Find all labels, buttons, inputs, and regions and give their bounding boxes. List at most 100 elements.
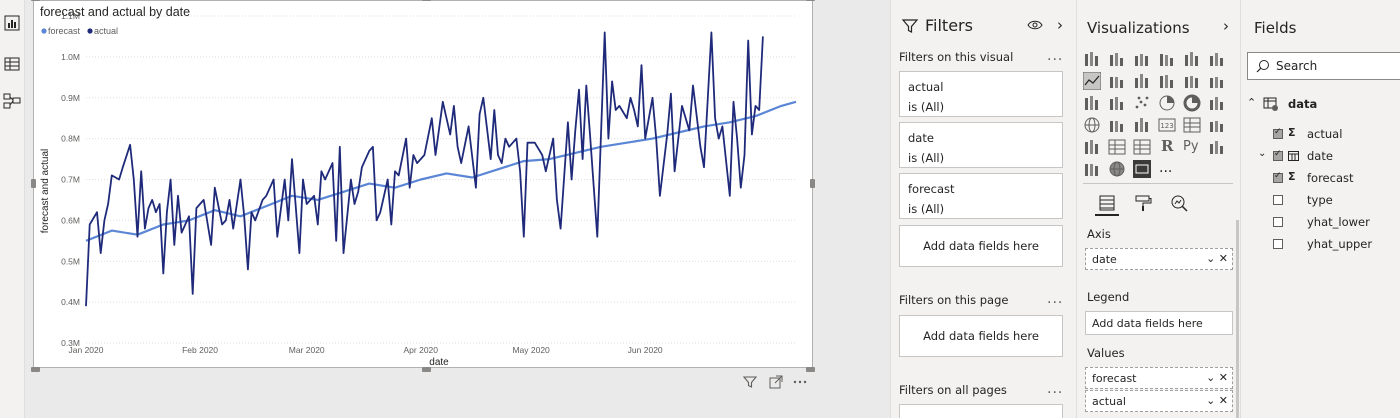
python-visual-icon[interactable]: Py (1183, 139, 1199, 154)
matrix-icon[interactable] (1133, 138, 1151, 156)
values-well-field[interactable]: forecast ⌄ ✕ (1085, 367, 1233, 389)
field-checkbox[interactable] (1273, 239, 1283, 249)
resize-handle[interactable] (422, 0, 431, 1)
focus-mode-icon[interactable] (768, 374, 784, 390)
waterfall-icon[interactable] (1083, 94, 1101, 112)
field-checkbox[interactable] (1273, 171, 1283, 183)
more-options-icon[interactable]: ... (1047, 291, 1064, 307)
sigma-icon: Σ (1288, 126, 1296, 139)
analytics-magnifier-icon[interactable] (1169, 193, 1189, 213)
filters-on-visual-label: Filters on this visual (899, 50, 1014, 64)
filters-on-page-label: Filters on this page (899, 293, 1009, 307)
scatter-icon[interactable] (1133, 94, 1151, 112)
series-line-actual[interactable] (85, 31, 764, 307)
field-item-date[interactable]: ⌄ date (1241, 148, 1400, 166)
field-checkbox[interactable] (1273, 149, 1283, 161)
add-page-filter-dropzone[interactable]: Add data fields here (899, 315, 1063, 357)
more-options-icon[interactable]: ... (1047, 48, 1064, 64)
expand-chevron-icon[interactable]: ⌄ (1258, 148, 1267, 159)
filter-card-actual[interactable]: actual is (All) (899, 71, 1063, 117)
more-options-icon[interactable]: ... (1047, 381, 1064, 397)
donut-icon[interactable] (1183, 94, 1201, 112)
values-field-name: forecast (1092, 372, 1137, 385)
gauge-icon[interactable] (1133, 116, 1151, 134)
custom-visual-icon[interactable] (1133, 160, 1151, 178)
table-visual-icon[interactable] (1108, 138, 1126, 156)
clustered-column-icon[interactable] (1158, 50, 1176, 68)
field-checkbox[interactable] (1273, 127, 1283, 139)
resize-handle[interactable] (31, 0, 40, 1)
filled-map-icon[interactable] (1108, 116, 1126, 134)
filter-icon[interactable] (742, 374, 758, 390)
globe-icon[interactable] (1108, 160, 1126, 178)
kpi-icon[interactable] (1208, 116, 1226, 134)
map-icon[interactable] (1083, 116, 1101, 134)
eye-icon[interactable] (1027, 18, 1043, 32)
field-item-yhat-lower[interactable]: yhat_lower (1241, 214, 1400, 232)
field-chevron-remove-icon[interactable]: ⌄ ✕ (1206, 252, 1228, 265)
area-chart-icon[interactable] (1108, 72, 1126, 90)
filter-card-date[interactable]: date is (All) (899, 122, 1063, 168)
field-name: yhat_upper (1307, 237, 1373, 251)
report-view-icon[interactable] (3, 14, 21, 32)
format-paint-roller-icon[interactable] (1133, 193, 1153, 213)
pie-icon[interactable] (1158, 94, 1176, 112)
treemap-icon[interactable] (1208, 94, 1226, 112)
line-chart-visual[interactable]: forecast and actual by date forecast act… (31, 0, 815, 372)
more-options-icon[interactable] (792, 374, 808, 390)
line-clustered-icon[interactable] (1183, 72, 1201, 90)
resize-handle[interactable] (31, 179, 36, 188)
100-bar-icon[interactable] (1183, 50, 1201, 68)
decomposition-tree-icon[interactable] (1083, 160, 1101, 178)
stacked-column-icon[interactable] (1108, 50, 1126, 68)
resize-handle[interactable] (31, 367, 40, 372)
slicer-icon[interactable] (1083, 138, 1101, 156)
resize-handle[interactable] (806, 367, 815, 372)
line-column-icon[interactable] (1158, 72, 1176, 90)
field-chevron-remove-icon[interactable]: ⌄ ✕ (1206, 371, 1228, 384)
legend-label-actual[interactable]: actual (94, 26, 118, 36)
legend-label-forecast[interactable]: forecast (48, 26, 81, 36)
resize-handle[interactable] (810, 179, 815, 188)
field-checkbox[interactable] (1273, 217, 1283, 227)
field-item-type[interactable]: type (1241, 192, 1400, 210)
stacked-area-icon[interactable] (1133, 72, 1151, 90)
collapse-filters-chevron-icon[interactable]: › (1057, 16, 1063, 34)
x-tick-label: Feb 2020 (182, 345, 218, 355)
model-view-icon[interactable] (3, 92, 21, 110)
fields-tab-icon[interactable] (1097, 193, 1117, 213)
series-layer (85, 31, 797, 307)
card-icon[interactable]: 123 (1158, 116, 1176, 134)
funnel-icon[interactable] (1108, 94, 1126, 112)
legend-well-dropzone[interactable]: Add data fields here (1085, 311, 1233, 335)
key-influencers-icon[interactable] (1208, 138, 1226, 156)
more-visuals-icon[interactable]: ... (1159, 160, 1173, 176)
values-well-field[interactable]: actual ⌄ ✕ (1085, 390, 1233, 412)
filter-card-state: is (All) (908, 151, 945, 165)
data-view-icon[interactable] (3, 55, 21, 73)
add-visual-filter-dropzone[interactable]: Add data fields here (899, 225, 1063, 267)
resize-handle[interactable] (422, 367, 431, 372)
table-name: data (1288, 97, 1318, 111)
collapse-chevron-icon[interactable]: ⌃ (1247, 96, 1257, 109)
r-visual-icon[interactable]: R (1161, 137, 1174, 155)
field-checkbox[interactable] (1273, 195, 1283, 205)
filter-card-forecast[interactable]: forecast is (All) (899, 173, 1063, 219)
search-input[interactable]: Search (1247, 52, 1400, 80)
y-tick-label: 1.1M (61, 11, 80, 21)
collapse-visualizations-chevron-icon[interactable]: › (1223, 17, 1229, 35)
add-all-pages-filter-dropzone[interactable] (899, 404, 1063, 418)
scrollbar[interactable] (1236, 220, 1239, 418)
field-chevron-remove-icon[interactable]: ⌄ ✕ (1206, 394, 1228, 407)
clustered-bar-icon[interactable] (1133, 50, 1151, 68)
100-column-icon[interactable] (1208, 50, 1226, 68)
multi-row-card-icon[interactable] (1183, 116, 1201, 134)
axis-well-field[interactable]: date ⌄ ✕ (1085, 248, 1233, 270)
line-chart-icon[interactable] (1082, 71, 1102, 91)
stacked-bar-icon[interactable] (1083, 50, 1101, 68)
field-item-yhat-upper[interactable]: yhat_upper (1241, 236, 1400, 254)
ribbon-chart-icon[interactable] (1208, 72, 1226, 90)
resize-handle[interactable] (806, 0, 815, 1)
